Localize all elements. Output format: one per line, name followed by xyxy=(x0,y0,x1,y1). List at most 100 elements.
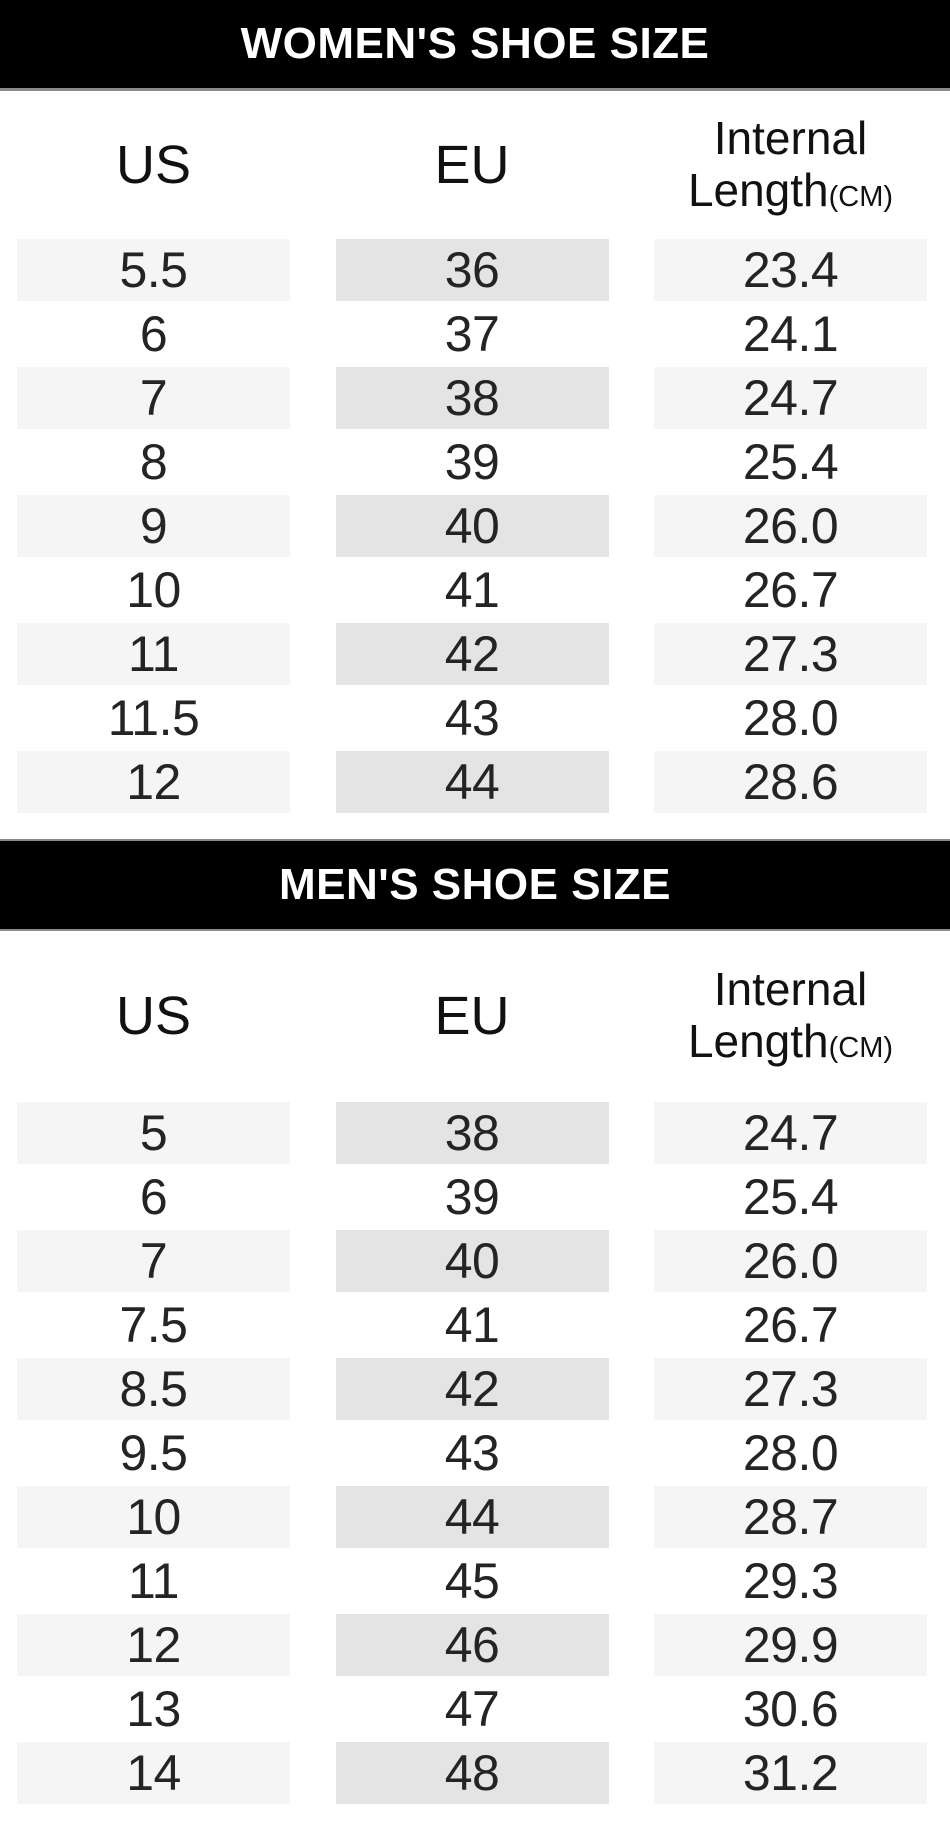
table-row: 6 39 25.4 xyxy=(0,1165,950,1229)
table-row: 7 40 26.0 xyxy=(0,1229,950,1293)
size-cell-eu: 39 xyxy=(444,1169,500,1225)
size-cell-internal-length: 26.0 xyxy=(654,1230,927,1292)
internal-length-line1: Internal xyxy=(713,111,868,164)
size-cell-internal-length: 26.7 xyxy=(742,1297,839,1353)
size-cell-internal-length: 24.7 xyxy=(654,367,927,429)
size-cell-internal-length: 25.4 xyxy=(742,434,839,490)
size-chart-women: WOMEN'S SHOE SIZE US EU Internal Length(… xyxy=(0,0,950,814)
size-cell-us: 6 xyxy=(139,1169,168,1225)
table-row: 9 40 26.0 xyxy=(0,494,950,558)
size-cell-eu: 37 xyxy=(444,306,500,362)
size-cell-us: 8 xyxy=(139,434,168,490)
women-banner: WOMEN'S SHOE SIZE xyxy=(0,0,950,91)
women-size-rows: 5.5 36 23.4 6 37 24.1 7 38 24.7 8 39 25.4 9 40 26.0 10 4… xyxy=(0,238,950,814)
size-cell-us: 6 xyxy=(139,306,168,362)
internal-length-line1: Internal xyxy=(713,963,868,1016)
size-cell-internal-length: 28.7 xyxy=(654,1486,927,1548)
size-cell-us: 11 xyxy=(128,1553,179,1609)
size-chart-men: MEN'S SHOE SIZE US EU Internal Length(CM… xyxy=(0,839,950,1805)
size-cell-internal-length: 25.4 xyxy=(742,1169,839,1225)
men-banner: MEN'S SHOE SIZE xyxy=(0,839,950,931)
internal-length-line2: Length xyxy=(687,1015,829,1067)
size-cell-us: 5 xyxy=(17,1102,290,1164)
size-cell-internal-length: 26.0 xyxy=(654,495,927,557)
size-cell-internal-length: 27.3 xyxy=(654,1358,927,1420)
table-row: 7 38 24.7 xyxy=(0,366,950,430)
size-cell-eu: 40 xyxy=(335,495,609,557)
size-cell-internal-length: 31.2 xyxy=(654,1742,927,1804)
size-cell-internal-length: 26.7 xyxy=(742,562,839,618)
table-row: 13 47 30.6 xyxy=(0,1677,950,1741)
size-cell-internal-length: 28.0 xyxy=(742,690,839,746)
size-cell-us: 12 xyxy=(17,1614,290,1676)
table-row: 6 37 24.1 xyxy=(0,302,950,366)
size-cell-eu: 47 xyxy=(444,1681,500,1737)
size-cell-eu: 42 xyxy=(335,623,609,685)
size-cell-internal-length: 28.0 xyxy=(742,1425,839,1481)
size-cell-eu: 36 xyxy=(335,239,609,301)
size-cell-us: 5.5 xyxy=(17,239,290,301)
women-column-header-us: US xyxy=(115,134,191,195)
table-row: 10 44 28.7 xyxy=(0,1485,950,1549)
table-row: 5 38 24.7 xyxy=(0,1101,950,1165)
size-cell-us: 8.5 xyxy=(17,1358,290,1420)
table-row: 11 45 29.3 xyxy=(0,1549,950,1613)
size-cell-eu: 38 xyxy=(335,367,609,429)
size-cell-internal-length: 24.1 xyxy=(742,306,839,362)
size-cell-internal-length: 29.3 xyxy=(742,1553,839,1609)
table-row: 14 48 31.2 xyxy=(0,1741,950,1805)
size-cell-us: 11 xyxy=(17,623,290,685)
women-column-header-internal-length: Internal Length(CM) xyxy=(654,111,927,216)
table-row: 11 42 27.3 xyxy=(0,622,950,686)
size-cell-eu: 46 xyxy=(335,1614,609,1676)
size-cell-us: 10 xyxy=(17,1486,290,1548)
size-cell-eu: 42 xyxy=(335,1358,609,1420)
size-cell-eu: 43 xyxy=(444,1425,500,1481)
table-row: 8 39 25.4 xyxy=(0,430,950,494)
size-cell-us: 9.5 xyxy=(119,1425,188,1481)
size-cell-eu: 38 xyxy=(335,1102,609,1164)
internal-length-unit: (CM) xyxy=(828,180,894,213)
internal-length-line2: Length xyxy=(687,163,829,216)
table-row: 12 46 29.9 xyxy=(0,1613,950,1677)
women-banner-title: WOMEN'S SHOE SIZE xyxy=(240,19,710,68)
men-column-header-internal-length: Internal Length(CM) xyxy=(654,964,927,1067)
size-cell-us: 7 xyxy=(17,367,290,429)
size-cell-eu: 41 xyxy=(444,1297,500,1353)
men-column-header-eu: EU xyxy=(434,986,510,1046)
table-row: 8.5 42 27.3 xyxy=(0,1357,950,1421)
internal-length-unit: (CM) xyxy=(828,1032,894,1064)
size-cell-eu: 44 xyxy=(335,1486,609,1548)
size-cell-eu: 45 xyxy=(444,1553,500,1609)
size-cell-eu: 39 xyxy=(444,434,500,490)
size-cell-eu: 43 xyxy=(444,690,500,746)
size-cell-internal-length: 27.3 xyxy=(654,623,927,685)
size-cell-us: 10 xyxy=(126,562,181,618)
size-cell-us: 7 xyxy=(17,1230,290,1292)
size-cell-us: 11.5 xyxy=(107,690,200,746)
size-cell-us: 7.5 xyxy=(119,1297,188,1353)
women-column-headers: US EU Internal Length(CM) xyxy=(0,91,950,238)
table-row: 5.5 36 23.4 xyxy=(0,238,950,302)
size-cell-us: 9 xyxy=(17,495,290,557)
size-cell-eu: 48 xyxy=(335,1742,609,1804)
table-row: 11.5 43 28.0 xyxy=(0,686,950,750)
size-cell-eu: 40 xyxy=(335,1230,609,1292)
women-column-header-eu: EU xyxy=(434,134,510,195)
table-row: 9.5 43 28.0 xyxy=(0,1421,950,1485)
table-row: 7.5 41 26.7 xyxy=(0,1293,950,1357)
men-column-headers: US EU Internal Length(CM) xyxy=(0,931,950,1101)
size-cell-internal-length: 28.6 xyxy=(654,751,927,813)
size-cell-eu: 44 xyxy=(335,751,609,813)
size-cell-internal-length: 24.7 xyxy=(654,1102,927,1164)
size-cell-us: 14 xyxy=(17,1742,290,1804)
size-cell-eu: 41 xyxy=(444,562,500,618)
size-cell-internal-length: 30.6 xyxy=(742,1681,839,1737)
men-column-header-us: US xyxy=(115,986,191,1046)
size-cell-internal-length: 29.9 xyxy=(654,1614,927,1676)
size-cell-us: 12 xyxy=(17,751,290,813)
size-cell-internal-length: 23.4 xyxy=(654,239,927,301)
table-row: 12 44 28.6 xyxy=(0,750,950,814)
men-size-rows: 5 38 24.7 6 39 25.4 7 40 26.0 7.5 41 26.7 8.5 42 27.3 9… xyxy=(0,1101,950,1805)
